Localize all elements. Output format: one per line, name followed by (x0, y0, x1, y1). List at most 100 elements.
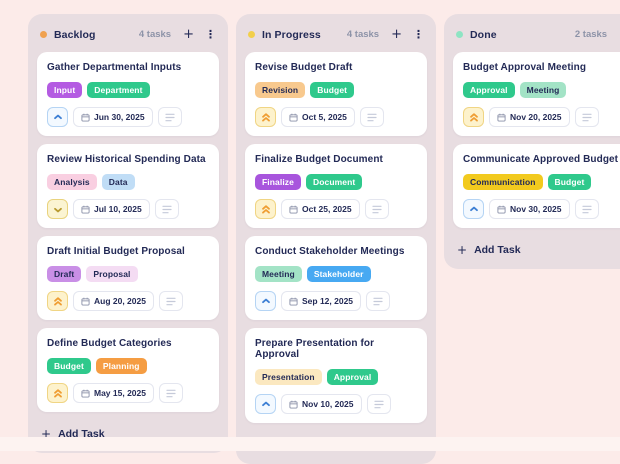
due-date: Jun 30, 2025 (94, 112, 145, 122)
task-title: Budget Approval Meeting (463, 62, 587, 73)
priority-up-icon[interactable] (255, 291, 276, 311)
calendar-icon (497, 205, 506, 214)
due-date-chip[interactable]: May 15, 2025 (73, 383, 154, 403)
kanban-board: Backlog 4 tasks + ⋮ Gather Departmental … (28, 14, 620, 464)
calendar-icon (289, 297, 298, 306)
due-date-chip[interactable]: Nov 10, 2025 (281, 394, 362, 414)
priority-double-up-icon[interactable] (255, 107, 276, 127)
notes-icon[interactable] (154, 199, 179, 219)
column-header: Done 2 tasks + ⋮ (453, 23, 620, 52)
due-date: Nov 30, 2025 (510, 204, 562, 214)
task-card[interactable]: Define Budget Categories Budget Planning… (37, 328, 219, 412)
task-title: Finalize Budget Document (255, 154, 383, 165)
due-date: May 15, 2025 (94, 388, 146, 398)
tag: Stakeholder (306, 266, 371, 282)
task-card[interactable]: Budget Approval Meeting Approval Meeting… (453, 52, 620, 136)
tag: Data (101, 174, 135, 190)
tag: Proposal (86, 266, 138, 282)
calendar-icon (81, 297, 90, 306)
column-header: Backlog 4 tasks + ⋮ (37, 23, 219, 52)
priority-up-icon[interactable] (463, 199, 484, 219)
due-date-chip[interactable]: Oct 25, 2025 (281, 199, 360, 219)
priority-double-up-icon[interactable] (463, 107, 484, 127)
card-meta-row: Jun 30, 2025 (47, 107, 209, 127)
priority-double-up-icon[interactable] (255, 199, 276, 219)
column-status-dot (40, 31, 47, 38)
due-date-chip[interactable]: Sep 12, 2025 (281, 291, 362, 311)
add-task-button[interactable]: + Add Task (453, 236, 620, 260)
column-done: Done 2 tasks + ⋮ Budget Approval Meeting… (444, 14, 620, 269)
tag: Budget (310, 82, 355, 98)
notes-icon[interactable] (158, 383, 183, 403)
task-card[interactable]: Conduct Stakeholder Meetings Meeting Sta… (245, 236, 427, 320)
kebab-menu-icon[interactable]: ⋮ (205, 28, 216, 41)
column-status-dot (248, 31, 255, 38)
task-title: Review Historical Spending Data (47, 154, 206, 165)
card-meta-row: Nov 30, 2025 (463, 199, 620, 219)
tag: Revision (255, 82, 306, 98)
task-title: Conduct Stakeholder Meetings (255, 246, 405, 257)
due-date: Nov 20, 2025 (510, 112, 562, 122)
due-date: Oct 25, 2025 (302, 204, 352, 214)
column-title: Backlog (54, 28, 96, 41)
kebab-menu-icon[interactable]: ⋮ (413, 28, 424, 41)
notes-icon[interactable] (364, 199, 389, 219)
task-card[interactable]: Review Historical Spending Data Analysis… (37, 144, 219, 228)
task-card[interactable]: Draft Initial Budget Proposal Draft Prop… (37, 236, 219, 320)
task-card[interactable]: Finalize Budget Document Finalize Docume… (245, 144, 427, 228)
tag: Budget (47, 358, 91, 374)
task-card[interactable]: Revise Budget Draft Revision Budget Oct … (245, 52, 427, 136)
column-task-count: 4 tasks (346, 29, 380, 40)
card-meta-row: May 15, 2025 (47, 383, 209, 403)
calendar-icon (289, 205, 298, 214)
due-date-chip[interactable]: Nov 30, 2025 (489, 199, 570, 219)
plus-icon[interactable]: + (391, 27, 402, 42)
priority-double-up-icon[interactable] (47, 383, 68, 403)
task-card[interactable]: Gather Departmental Inputs Input Departm… (37, 52, 219, 136)
due-date-chip[interactable]: Jul 10, 2025 (73, 199, 150, 219)
calendar-icon (81, 113, 90, 122)
priority-down-icon[interactable] (47, 199, 68, 219)
tag: Planning (95, 358, 147, 374)
card-meta-row: Sep 12, 2025 (255, 291, 417, 311)
task-card[interactable]: Communicate Approved Budget Communicatio… (453, 144, 620, 228)
notes-icon[interactable] (359, 107, 384, 127)
notes-icon[interactable] (158, 291, 183, 311)
notes-icon[interactable] (366, 394, 391, 414)
task-title: Gather Departmental Inputs (47, 62, 182, 73)
due-date-chip[interactable]: Oct 5, 2025 (281, 107, 355, 127)
column-header: In Progress 4 tasks + ⋮ (245, 23, 427, 52)
column-task-count: 2 tasks (574, 29, 608, 40)
notes-icon[interactable] (366, 291, 391, 311)
tag: Input (47, 82, 83, 98)
plus-icon: + (41, 427, 52, 441)
due-date: Nov 10, 2025 (302, 399, 354, 409)
notes-icon[interactable] (574, 107, 599, 127)
plus-icon[interactable]: + (183, 27, 194, 42)
task-title: Revise Budget Draft (255, 62, 353, 73)
column-status-dot (456, 31, 463, 38)
priority-double-up-icon[interactable] (47, 291, 68, 311)
priority-up-icon[interactable] (47, 107, 68, 127)
column-backlog: Backlog 4 tasks + ⋮ Gather Departmental … (28, 14, 228, 453)
task-title: Prepare Presentation for Approval (255, 338, 375, 360)
column-task-count: 4 tasks (138, 29, 172, 40)
due-date-chip[interactable]: Nov 20, 2025 (489, 107, 570, 127)
notes-icon[interactable] (574, 199, 599, 219)
notes-icon[interactable] (157, 107, 182, 127)
calendar-icon (289, 400, 298, 409)
card-meta-row: Oct 25, 2025 (255, 199, 417, 219)
card-meta-row: Oct 5, 2025 (255, 107, 417, 127)
task-card[interactable]: Prepare Presentation for Approval Presen… (245, 328, 427, 423)
due-date-chip[interactable]: Jun 30, 2025 (73, 107, 153, 127)
due-date-chip[interactable]: Aug 20, 2025 (73, 291, 154, 311)
tag: Budget (547, 174, 592, 190)
tag: Analysis (47, 174, 97, 190)
priority-up-icon[interactable] (255, 394, 276, 414)
tag: Meeting (255, 266, 302, 282)
due-date: Jul 10, 2025 (94, 204, 142, 214)
card-meta-row: Jul 10, 2025 (47, 199, 209, 219)
tag-row: Meeting Stakeholder (255, 266, 417, 282)
tag-row: Input Department (47, 82, 209, 98)
tag-row: Communication Budget (463, 174, 620, 190)
